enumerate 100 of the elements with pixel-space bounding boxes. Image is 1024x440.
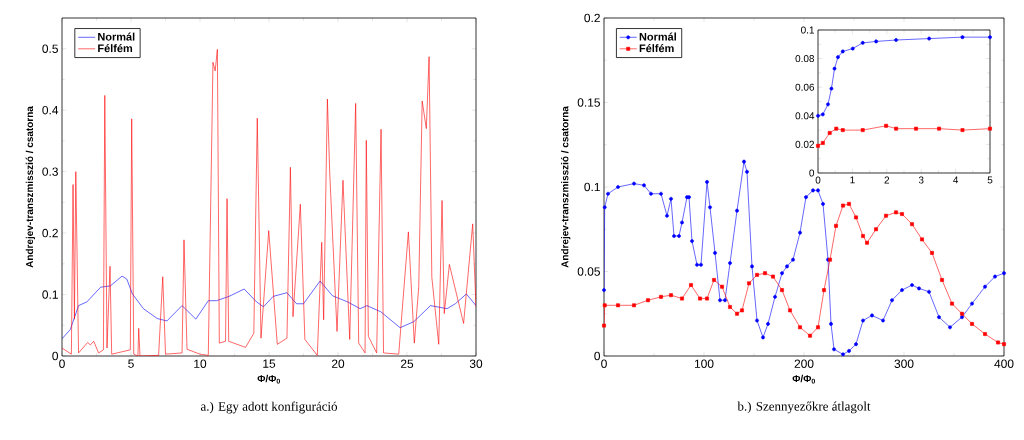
text: a.) Egy adott konfiguráció [200,401,338,414]
point [865,240,869,245]
point [854,215,858,220]
point [860,128,865,132]
point [832,66,837,71]
point [822,288,826,292]
point [669,293,673,298]
point [728,305,732,309]
point [820,141,825,145]
y-tick-label: 0.06 [795,83,815,91]
point [983,332,987,336]
x-tick-label: 15 [263,359,276,368]
y-tick-label: 0.08 [795,55,815,63]
point [602,323,606,328]
point [602,303,607,308]
point [788,308,792,313]
x-tick-label: 10 [194,359,207,368]
point [816,143,820,148]
point [798,325,802,330]
y-tick-label: 0.2 [584,13,600,23]
x-tick-label: 2 [884,176,890,184]
y-tick-label: 0.2 [42,228,58,238]
point [816,113,820,118]
point [937,126,941,131]
point [841,203,845,208]
point [735,311,739,316]
y-tick-label: 0.1 [801,26,815,34]
point [834,126,839,131]
point [780,288,784,292]
point [689,283,693,287]
point [940,278,944,282]
x-tick-label: 25 [400,359,414,368]
x-tick-label: 0 [59,359,65,368]
point [860,40,865,45]
y-tick-label: 0 [594,351,601,361]
point [960,311,964,316]
x-axis-title: Φ/Φ$_{0}$ [257,374,280,384]
point [894,210,898,215]
point [712,278,716,282]
y-tick-label: 0.5 [42,44,58,53]
point [720,284,724,289]
point [827,131,832,135]
point [894,126,898,131]
legend-label: Félfém [639,44,674,53]
x-tick-label: 100 [694,359,714,368]
point [840,128,845,132]
point [927,36,932,41]
y-tick-label: 0.3 [42,167,58,176]
x-tick-label: 5 [128,359,134,368]
point [840,49,845,54]
point [826,102,830,107]
point [884,213,888,218]
point [861,234,865,238]
point [836,55,840,60]
point [632,303,636,308]
x-tick-label: 0 [815,176,821,184]
point [900,212,904,216]
legend-label: Normál [639,32,676,41]
point [850,46,855,51]
text: b.) Szennyezőkre átlagolt [737,401,871,414]
y-tick-label: 0.1 [584,182,600,192]
y-axis-title: Andrejev-transzmisszió / csatorna [25,106,36,268]
y-tick-label: 0.15 [577,98,600,107]
y-tick-label: 0.4 [42,105,59,115]
x-tick-label: 20 [331,359,345,368]
point [698,296,702,301]
x-tick-label: 5 [987,176,993,184]
point [996,340,1000,345]
point [646,298,650,303]
x-tick-label: 4 [953,176,959,184]
point [1002,342,1006,347]
x-tick-label: 3 [918,176,924,184]
point [988,126,992,131]
point [680,296,684,301]
point [884,123,889,128]
legend-label: Normál [98,32,135,41]
x-tick-label: 300 [894,359,914,368]
point [755,272,759,277]
point [988,35,992,40]
point [930,251,934,255]
x-tick-label: 1 [850,176,855,184]
point [950,301,954,306]
y-tick-label: 0 [52,351,59,361]
point [894,38,898,42]
point [874,227,878,232]
point [829,86,834,91]
x-tick-label: 400 [994,359,1014,368]
y-tick-label: 0.02 [795,140,814,148]
x-axis-title: Φ/Φ$_{0}$ [792,374,815,384]
point [747,281,751,286]
point [847,202,851,206]
point [820,112,825,117]
point [970,322,974,326]
point [874,39,879,44]
y-tick-label: 0.05 [577,267,600,276]
point [960,35,965,40]
y-tick-label: 0.04 [795,112,815,120]
x-tick-label: 0 [601,359,607,368]
point [763,271,767,276]
point [808,333,812,338]
